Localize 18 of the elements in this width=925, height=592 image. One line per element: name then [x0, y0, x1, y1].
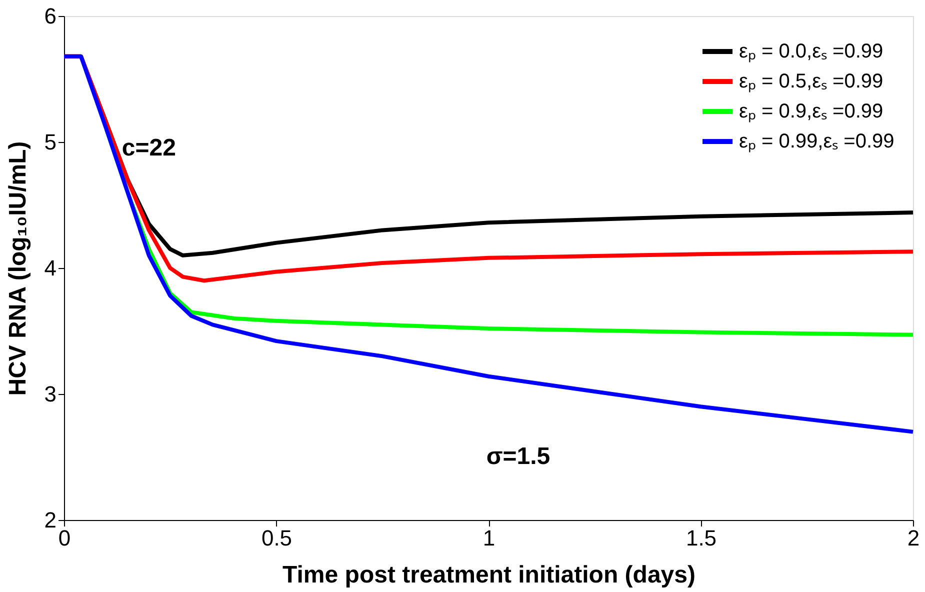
y-tick-label: 3: [44, 382, 56, 406]
x-tick-label: 2: [907, 526, 920, 550]
annotation: c=22: [122, 134, 176, 162]
y-tick-label: 5: [44, 130, 56, 154]
x-tick-label: 1.5: [686, 526, 717, 550]
legend-label: εₚ = 0.9,εₛ =0.99: [739, 100, 884, 122]
y-tick-label: 4: [44, 256, 56, 280]
x-tick-label: 1: [482, 526, 496, 550]
legend-label: εₚ = 0.5,εₛ =0.99: [739, 70, 884, 92]
x-tick-label: 0.5: [261, 526, 292, 550]
y-tick-label: 2: [44, 508, 56, 532]
x-axis-title: Time post treatment initiation (days): [282, 562, 696, 588]
y-axis-title: HCV RNA (log₁₀IU/mL): [4, 141, 32, 396]
x-tick-label: 0: [58, 526, 71, 550]
legend-label: εₚ = 0.99,εₛ =0.99: [739, 130, 894, 152]
legend-label: εₚ = 0.0,εₛ =0.99: [739, 40, 884, 62]
y-tick-label: 6: [44, 4, 56, 28]
annotation: σ=1.5: [486, 443, 550, 470]
